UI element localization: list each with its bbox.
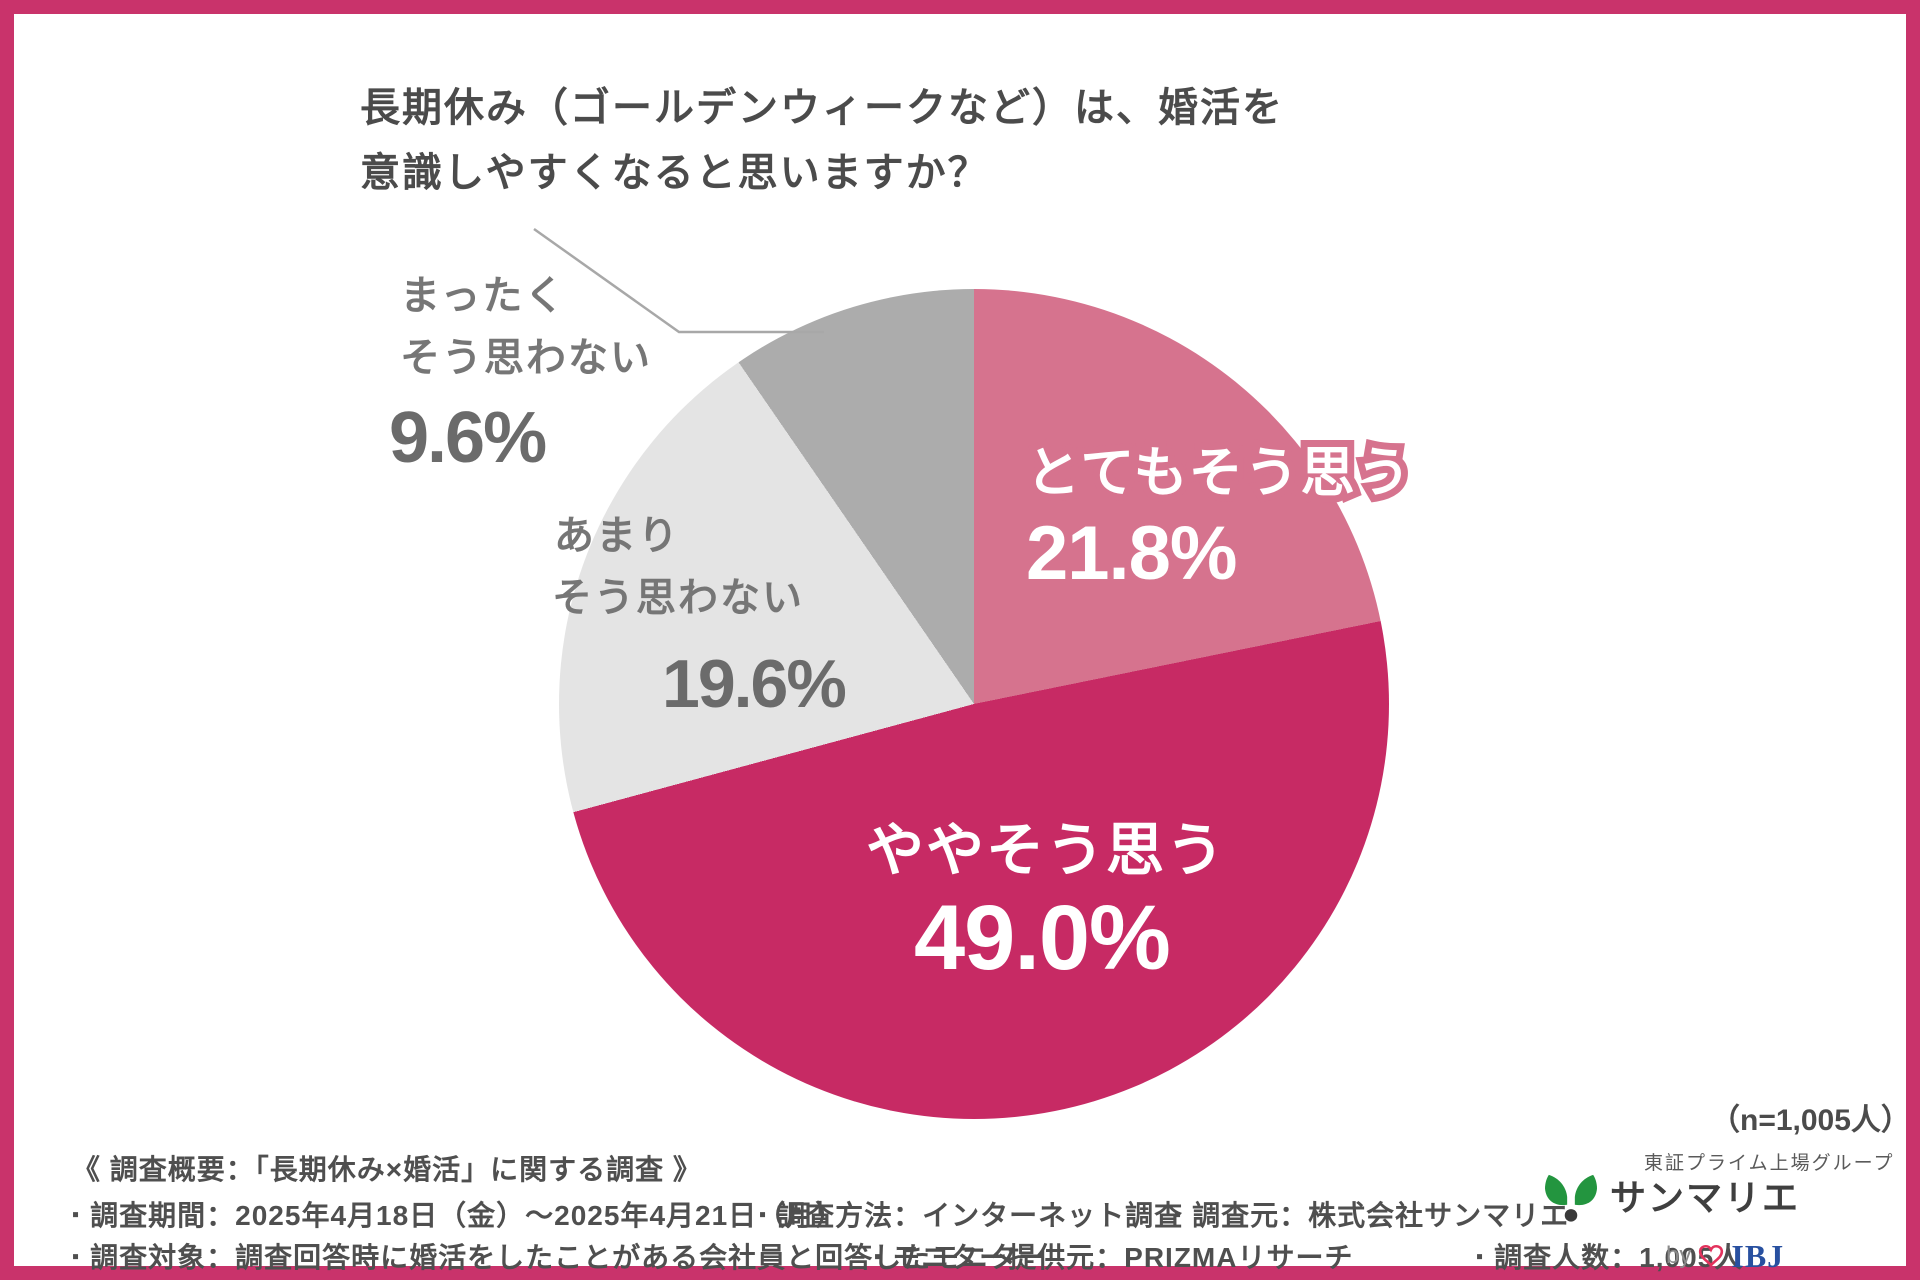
- label-totemo: とてもそう思う とてもそう思う: [1019, 439, 1418, 507]
- brand-name: サンマリエ: [1610, 1177, 1801, 1218]
- pie-chart: [559, 289, 1389, 1119]
- survey-method: 調査方法：インターネット調査: [759, 1202, 1183, 1230]
- leaf-logo-icon: [1545, 1174, 1597, 1222]
- label-totemo-text: とてもそう思う: [1026, 443, 1413, 503]
- label-amari-line1: あまり: [554, 514, 680, 558]
- label-totemo-outline: とてもそう思う: [1019, 439, 1418, 507]
- value-amari: 19.6%: [662, 646, 847, 722]
- value-yaya: 49.0%: [914, 887, 1171, 989]
- value-mattaku: 9.6%: [389, 398, 547, 478]
- label-yaya: ややそう思う: [866, 818, 1227, 883]
- title-line-2: 意識しやすくなると思いますか？: [360, 150, 990, 195]
- brand-logo: サンマリエ: [1542, 1172, 1800, 1224]
- sample-size-label: （n=1,005人）: [1710, 1104, 1911, 1137]
- logo-group-line: 東証プライム上場グループ: [1644, 1153, 1895, 1174]
- survey-overview: 《 調査概要：「長期休み×婚活」に関する調査 》: [72, 1154, 702, 1185]
- survey-monitor-provider: モニター提供元：PRIZMAリサーチ: [874, 1244, 1353, 1272]
- label-mattaku-line2: そう思わない: [400, 336, 652, 380]
- leader-line: [533, 227, 824, 334]
- ibj-text: IBJ: [1731, 1238, 1785, 1274]
- title-line-1: 長期休み（ゴールデンウィークなど）は、婚活を: [360, 86, 1284, 130]
- label-amari-line2: そう思わない: [552, 576, 804, 620]
- value-totemo: 21.8%: [1026, 511, 1237, 596]
- page-title: 長期休み（ゴールデンウィークなど）は、婚活を 意識しやすくなると思いますか？: [360, 76, 1284, 206]
- heart-icon: [1699, 1244, 1724, 1268]
- ibj-logo: by IBJ: [1666, 1240, 1784, 1272]
- label-mattaku-line1: まったく: [400, 274, 567, 318]
- survey-period: 調査期間：2025年4月18日（金）～2025年4月21日（月）: [72, 1202, 844, 1230]
- by-text: by: [1666, 1242, 1692, 1269]
- survey-source: 調査元：株式会社サンマリエ: [1174, 1202, 1569, 1230]
